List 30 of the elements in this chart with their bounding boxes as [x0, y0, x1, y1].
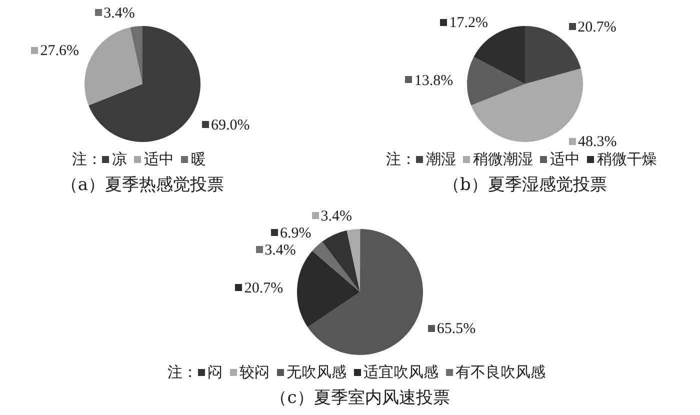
data-label: 6.9% — [280, 225, 312, 242]
legend-title: 注： — [72, 150, 102, 168]
legend-label: 闷 — [208, 363, 222, 381]
data-label: 69.0% — [211, 117, 250, 134]
text: （a）夏季热感觉投票 — [60, 175, 224, 195]
text: （c）夏季室内风速投票 — [270, 388, 450, 408]
legend-label: 适中 — [144, 150, 174, 168]
data-label: 17.2% — [449, 15, 488, 32]
data-label: 65.5% — [436, 321, 476, 338]
legend-label: 适宜吹风感 — [364, 363, 438, 381]
text: （b）夏季湿感觉投票 — [443, 175, 607, 195]
legend-label: 稍微干燥 — [597, 150, 657, 168]
data-label: 13.8% — [414, 72, 454, 89]
data-label: 3.4% — [320, 208, 352, 224]
data-label: 20.7% — [244, 280, 284, 296]
legend-label: 凉 — [112, 150, 127, 168]
legend-title: 注： — [386, 150, 416, 168]
legend-label: 暖 — [191, 150, 206, 168]
legend-label: 稍微潮湿 — [473, 150, 533, 168]
legend-label: 有不良吹风感 — [456, 363, 546, 381]
data-label: 27.6% — [40, 43, 79, 60]
legend-label: 潮湿 — [426, 150, 456, 168]
data-label: 20.7% — [578, 20, 616, 36]
legend-label: 较闷 — [240, 363, 270, 381]
legend-label: 无吹风感 — [286, 363, 346, 381]
legend-label: 适中 — [550, 150, 580, 168]
data-label: 3.4% — [264, 242, 296, 258]
data-label: 3.4% — [104, 5, 135, 22]
data-label: 48.3% — [578, 134, 617, 150]
legend-title: 注： — [168, 363, 198, 381]
